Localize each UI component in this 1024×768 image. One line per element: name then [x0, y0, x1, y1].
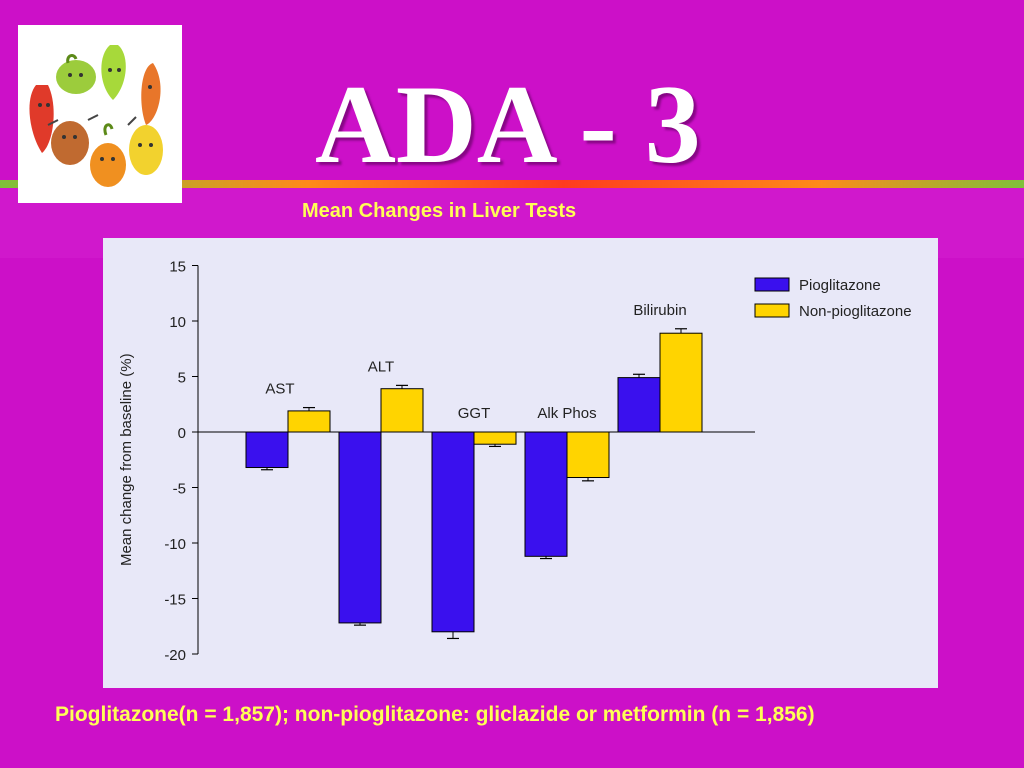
chart-panel: 15 10 5 0 -5 -10 -15 -20 Mean change from baseli…	[103, 238, 938, 688]
y-tick-label: 0	[178, 425, 186, 442]
legend-label: Pioglitazone	[799, 277, 881, 294]
vegetable-characters-circle-icon	[29, 45, 163, 187]
page-title: ADA - 3	[315, 63, 701, 187]
y-tick-label: 15	[169, 259, 186, 276]
y-tick-label: 10	[169, 314, 186, 331]
y-tick-label: -15	[164, 592, 186, 609]
legend-swatch	[754, 277, 790, 292]
bar-pioglitazone-alt	[338, 431, 382, 624]
caption: Pioglitazone(n = 1,857); non-pioglitazon…	[55, 703, 815, 726]
bar-non-pioglitazone-alk-phos	[566, 431, 610, 479]
bar-chart: 15 10 5 0 -5 -10 -15 -20 Mean change from baseli…	[118, 259, 912, 665]
header-divider-stripe	[0, 180, 1024, 188]
category-label: AST	[265, 381, 294, 398]
category-label: GGT	[458, 405, 491, 422]
y-tick-label: -10	[164, 536, 186, 553]
bar-pioglitazone-alk-phos	[524, 431, 568, 557]
y-axis-title: Mean change from baseline (%)	[118, 353, 135, 566]
bar-pioglitazone-ggt	[431, 431, 475, 633]
y-tick-label: -5	[173, 481, 186, 498]
legend-label: Non-pioglitazone	[799, 303, 912, 320]
chart-subtitle: Mean Changes in Liver Tests	[302, 200, 577, 222]
category-label: Alk Phos	[537, 405, 596, 422]
y-tick-label: 5	[178, 370, 186, 387]
category-label: Bilirubin	[633, 302, 686, 319]
bar-non-pioglitazone-ast	[287, 410, 331, 433]
bar-non-pioglitazone-alt	[380, 388, 424, 433]
bar-non-pioglitazone-bilirubin	[659, 332, 703, 433]
bar-pioglitazone-bilirubin	[617, 377, 661, 433]
logo	[18, 25, 182, 203]
bar-non-pioglitazone-ggt	[473, 431, 517, 445]
y-tick-label: -20	[164, 647, 186, 664]
bar-pioglitazone-ast	[245, 431, 289, 469]
legend-swatch	[754, 303, 790, 318]
category-label: ALT	[368, 358, 394, 375]
